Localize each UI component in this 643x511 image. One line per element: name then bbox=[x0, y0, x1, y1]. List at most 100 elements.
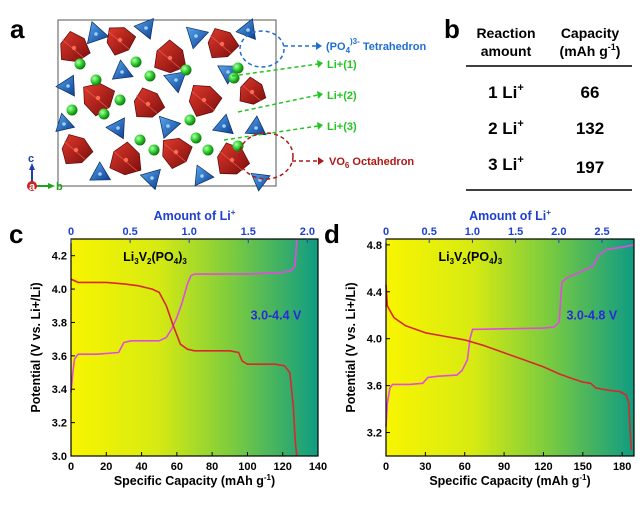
compound-label: Li3V2(PO4)3 bbox=[438, 250, 502, 266]
compound-label: Li3V2(PO4)3 bbox=[123, 250, 187, 266]
po4-tetrahedron bbox=[111, 59, 134, 80]
top-tick-label: 0.5 bbox=[422, 226, 437, 238]
po4-label: (PO4)3- Tetrahedron bbox=[326, 37, 426, 55]
po4-tetrahedron bbox=[235, 18, 256, 40]
y-tick-label: 3.2 bbox=[52, 418, 67, 430]
panel-b-capacity-table: b Reaction amount Capacity (mAh g-1) 1 L… bbox=[444, 14, 632, 191]
axis-a-label: a bbox=[29, 181, 36, 193]
vo6-highlight-ring bbox=[238, 132, 294, 180]
x-tick-label: 60 bbox=[459, 461, 471, 473]
row1-amount: 1 Li+ bbox=[488, 82, 524, 102]
y-tick-label: 3.2 bbox=[367, 428, 382, 440]
li-ion-sphere bbox=[180, 64, 192, 76]
po4-tetrahedron bbox=[105, 117, 125, 140]
y-tick-label: 4.0 bbox=[52, 284, 67, 296]
x-tick-label: 180 bbox=[613, 461, 631, 473]
x-tick-label: 90 bbox=[498, 461, 510, 473]
po4-tetrahedron bbox=[194, 164, 215, 187]
po4-tetrahedron bbox=[139, 168, 161, 191]
table-row: 3 Li+ 197 bbox=[488, 154, 604, 177]
vo6-label: VO6 Octahedron bbox=[329, 156, 414, 170]
plot-frame bbox=[70, 238, 319, 457]
x-tick-label: 80 bbox=[206, 461, 218, 473]
table-row: 2 Li+ 132 bbox=[488, 118, 604, 138]
po4-tetrahedron bbox=[55, 74, 75, 97]
y-tick-label: 3.0 bbox=[52, 451, 67, 463]
li3-callout-line bbox=[223, 125, 319, 141]
y-tick-label: 4.4 bbox=[367, 287, 383, 299]
panel-b-letter: b bbox=[444, 14, 460, 44]
y-tick-label: 3.6 bbox=[367, 381, 382, 393]
y-tick-label: 4.8 bbox=[367, 240, 382, 252]
table-row: 1 Li+ 66 bbox=[488, 82, 599, 102]
crystal-structure-illustration bbox=[55, 18, 271, 192]
vo6-octahedron bbox=[162, 138, 193, 170]
top-tick-label: 2.5 bbox=[594, 226, 609, 238]
li-ion-sphere bbox=[228, 72, 240, 84]
top-tick-label: 1.5 bbox=[241, 226, 256, 238]
li-ion-sphere bbox=[130, 56, 142, 68]
li-ion-sphere bbox=[74, 58, 86, 70]
vo6-callout-arrow bbox=[318, 157, 324, 165]
vo6-octahedron bbox=[154, 39, 187, 74]
li-ion-sphere bbox=[90, 74, 102, 86]
po4-highlight-ring bbox=[239, 30, 285, 68]
li-ion-sphere bbox=[148, 144, 160, 156]
vo6-octahedron bbox=[109, 141, 142, 176]
x-axis-title: Specific Capacity (mAh g-1) bbox=[114, 473, 275, 488]
y-tick-label: 4.0 bbox=[367, 334, 382, 346]
row2-capacity: 132 bbox=[576, 119, 604, 138]
panel-c-letter: c bbox=[9, 219, 23, 249]
li3-callout-arrow bbox=[317, 122, 323, 130]
top-tick-label: 1.0 bbox=[465, 226, 480, 238]
axis-b-label: b bbox=[56, 181, 63, 193]
x-tick-label: 150 bbox=[574, 461, 592, 473]
x-tick-label: 60 bbox=[171, 461, 183, 473]
li3-label: Li+(3) bbox=[327, 121, 357, 133]
series-line-discharge bbox=[385, 284, 633, 451]
row3-amount: 3 Li+ bbox=[488, 154, 524, 174]
vo6-octahedron bbox=[106, 27, 137, 56]
top-tick-label: 1.0 bbox=[182, 226, 197, 238]
po4-tetrahedron bbox=[55, 112, 76, 132]
vo6-octahedron bbox=[239, 76, 267, 105]
x-tick-label: 20 bbox=[100, 461, 112, 473]
row3-capacity: 197 bbox=[576, 158, 604, 177]
top-tick-label: 1.5 bbox=[508, 226, 523, 238]
voltage-range-label: 3.0-4.4 V bbox=[251, 308, 302, 322]
row1-capacity: 66 bbox=[581, 83, 600, 102]
x-tick-label: 0 bbox=[383, 461, 389, 473]
vo6-octahedron bbox=[217, 142, 251, 175]
li1-label: Li+(1) bbox=[327, 59, 357, 71]
po4-tetrahedron bbox=[212, 113, 234, 135]
top-tick-label: 0.5 bbox=[122, 226, 137, 238]
panel-d-letter: d bbox=[324, 219, 340, 249]
li2-label: Li+(2) bbox=[327, 90, 357, 102]
series-line-charge bbox=[70, 238, 298, 393]
top-axis-title: Amount of Li+ bbox=[154, 208, 236, 223]
po4-callout-arrow bbox=[316, 42, 322, 50]
top-axis-title: Amount of Li+ bbox=[469, 208, 551, 223]
po4-tetrahedron bbox=[133, 18, 154, 40]
x-tick-label: 140 bbox=[309, 461, 327, 473]
po4-tetrahedron bbox=[86, 21, 110, 45]
top-tick-label: 2.0 bbox=[300, 226, 315, 238]
vo6-octahedron bbox=[61, 134, 94, 165]
li-ion-sphere bbox=[144, 70, 156, 82]
top-tick-label: 0 bbox=[68, 226, 74, 238]
plot-background bbox=[386, 239, 634, 456]
po4-tetrahedron bbox=[185, 26, 210, 50]
plot-background bbox=[71, 239, 318, 456]
li-ion-sphere bbox=[114, 94, 126, 106]
header-capacity-line1: Capacity bbox=[561, 25, 620, 41]
li-ion-sphere bbox=[232, 140, 244, 152]
li-ion-sphere bbox=[66, 104, 78, 116]
li-ion-sphere bbox=[184, 114, 196, 126]
x-axis-title: Specific Capacity (mAh g-1) bbox=[429, 473, 590, 488]
li-ion-sphere bbox=[190, 132, 202, 144]
y-tick-label: 3.6 bbox=[52, 351, 67, 363]
panel-c-chart: 0 20 40 60 80 100 120 140 3.0 3.2 3.4 3.6 3.8 4.0 4.2 0… bbox=[9, 208, 327, 488]
po4-tetrahedron bbox=[89, 161, 112, 181]
